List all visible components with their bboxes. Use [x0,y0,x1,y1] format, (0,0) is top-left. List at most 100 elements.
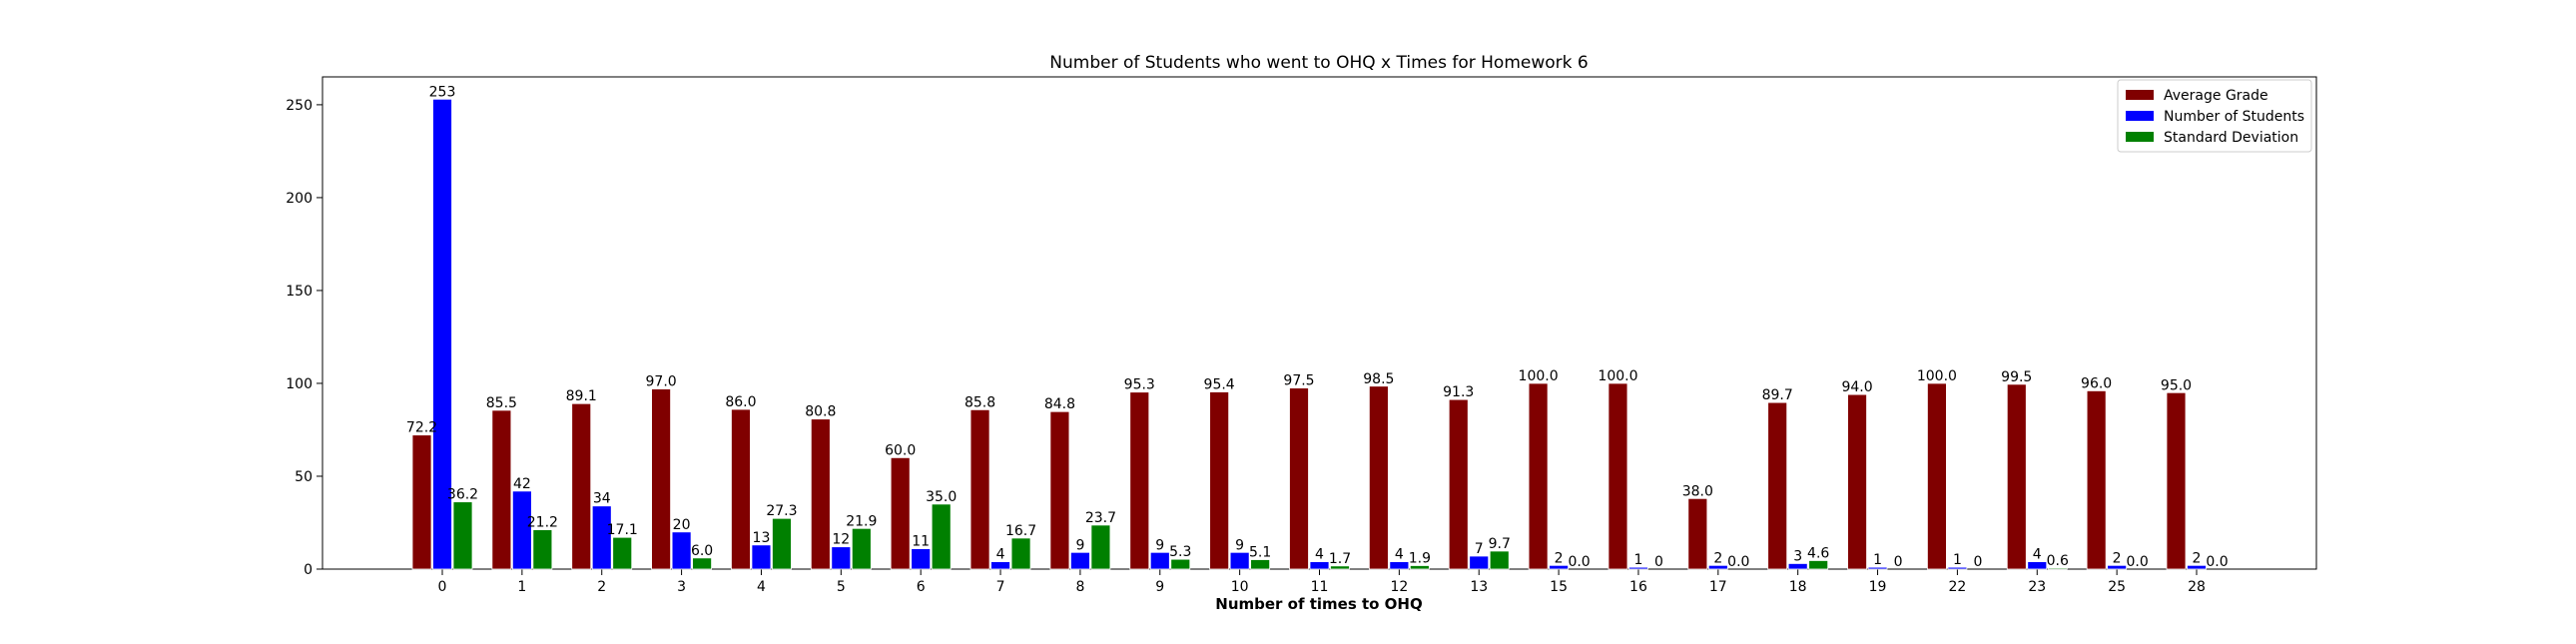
bar-label-number-of-students: 4 [1315,547,1324,563]
bar-number-of-students [591,505,612,570]
bar-label-average-grade: 72.2 [406,420,437,436]
x-tick-label: 5 [837,579,846,595]
x-tick-label: 6 [917,579,926,595]
bar-average-grade [1528,382,1549,570]
bar-standard-deviation [1090,524,1111,570]
legend-label-standard-deviation: Standard Deviation [2164,130,2298,146]
x-tick-label: 28 [2188,579,2206,595]
bar-label-standard-deviation: 35.0 [926,489,957,505]
bar-label-number-of-students: 1 [1633,552,1642,568]
y-tick-label: 50 [295,469,313,485]
x-tick-label: 2 [597,579,606,595]
bar-label-number-of-students: 3 [1793,548,1802,564]
bar-standard-deviation [612,536,633,570]
bar-average-grade [2086,390,2107,570]
bar-label-average-grade: 95.4 [1204,377,1235,393]
bar-label-number-of-students: 2 [2113,550,2122,566]
bar-average-grade [1289,387,1309,570]
bar-label-number-of-students: 4 [996,547,1005,563]
bar-label-standard-deviation: 16.7 [1005,523,1036,539]
bar-label-standard-deviation: 0 [1894,554,1903,570]
bar-number-of-students [1628,566,1648,570]
bar-label-standard-deviation: 0 [1973,554,1982,570]
bar-average-grade [731,408,751,570]
bar-label-number-of-students: 20 [673,517,691,533]
bar-number-of-students [1549,564,1569,570]
bar-label-average-grade: 91.3 [1443,384,1474,400]
bar-standard-deviation [851,527,872,570]
bar-number-of-students [1469,555,1490,570]
bar-number-of-students [990,561,1010,570]
bar-label-number-of-students: 9 [1235,537,1244,553]
bar-label-average-grade: 80.8 [805,404,836,420]
bar-standard-deviation [931,503,952,570]
bar-label-average-grade: 94.0 [1841,379,1872,395]
x-tick-label: 15 [1550,579,1568,595]
bar-label-average-grade: 89.7 [1762,387,1793,403]
legend-swatch-standard-deviation [2126,132,2154,142]
legend: Average Grade Number of Students Standard … [2117,79,2312,153]
bar-label-standard-deviation: 1.7 [1329,551,1351,567]
bar-label-number-of-students: 2 [1713,550,1722,566]
bar-average-grade [1767,401,1788,570]
bar-average-grade [1927,382,1947,570]
bar-average-grade [2006,383,2027,570]
bar-number-of-students [1707,564,1728,570]
x-tick-label: 23 [2028,579,2046,595]
bar-number-of-students [1149,551,1170,570]
bar-number-of-students [1389,561,1410,570]
x-tick-label: 25 [2108,579,2126,595]
bar-label-number-of-students: 7 [1475,541,1484,557]
bar-label-number-of-students: 4 [1395,547,1404,563]
bar-average-grade [1368,385,1389,570]
bar-label-number-of-students: 253 [429,84,456,100]
x-tick-label: 13 [1470,579,1488,595]
x-tick-label: 7 [996,579,1005,595]
bar-label-standard-deviation: 23.7 [1085,510,1116,526]
bar-number-of-students [1070,551,1090,570]
bar-average-grade [2166,391,2187,570]
bar-number-of-students [911,548,932,570]
bar-label-number-of-students: 1 [1953,552,1962,568]
bar-number-of-students [1229,551,1250,570]
chart-title: Number of Students who went to OHQ x Tim… [1049,53,1588,73]
bar-label-average-grade: 60.0 [885,442,916,458]
bar-label-number-of-students: 9 [1075,537,1084,553]
bar-label-average-grade: 97.0 [646,374,677,390]
bar-label-standard-deviation: 9.7 [1489,536,1511,552]
y-tick-label: 200 [286,191,313,207]
x-tick-label: 22 [1948,579,1966,595]
bar-label-average-grade: 99.5 [2001,369,2032,385]
bar-average-grade [1847,393,1867,570]
bar-average-grade [810,418,831,570]
bar-average-grade [571,402,592,570]
y-axis: 0 50 100 150 200 250 [286,98,322,578]
legend-label-number-of-students: Number of Students [2164,109,2304,125]
bar-average-grade [491,409,512,570]
bar-label-average-grade: 95.3 [1124,377,1155,393]
bar-label-standard-deviation: 27.3 [766,503,797,519]
bar-label-number-of-students: 2 [2193,550,2202,566]
bar-number-of-students [751,544,772,570]
x-tick-label: 10 [1231,579,1249,595]
bar-standard-deviation [1010,537,1031,570]
bar-label-standard-deviation: 0 [1654,554,1663,570]
bar-average-grade [890,456,911,570]
x-tick-label: 9 [1155,579,1164,595]
bar-average-grade [969,408,990,570]
bar-average-grade [1448,398,1469,570]
x-tick-label: 17 [1709,579,1727,595]
bar-label-number-of-students: 11 [912,534,930,550]
bar-number-of-students [831,546,852,570]
legend-swatch-average-grade [2126,90,2154,100]
x-tick-label: 0 [438,579,447,595]
bar-label-number-of-students: 9 [1155,537,1164,553]
bar-average-grade [411,434,432,570]
bar-number-of-students [1947,566,1968,570]
bar-standard-deviation [1250,559,1271,570]
bar-average-grade [1608,382,1628,570]
bar-label-standard-deviation: 1.9 [1409,550,1431,566]
x-axis-label: Number of times to OHQ [1215,595,1422,613]
bar-standard-deviation [2047,567,2068,570]
